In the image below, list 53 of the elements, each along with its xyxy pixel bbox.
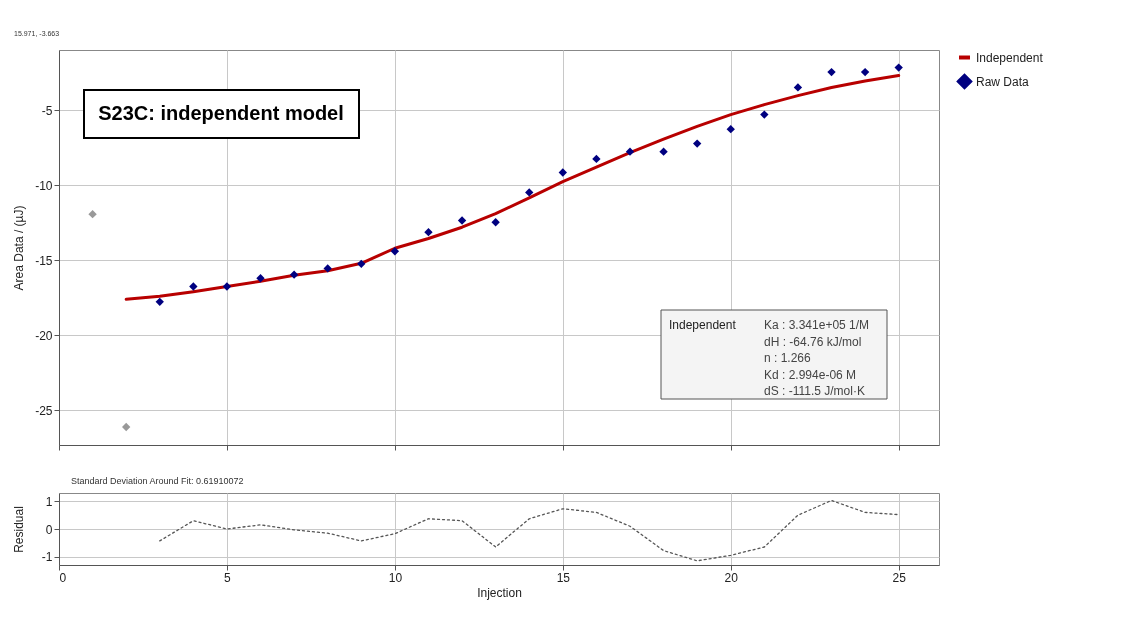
y-tick-label: -1 [41,550,53,565]
point [692,139,702,148]
point [390,247,400,256]
point [827,67,836,77]
annotation: Ka : 3.341e+05 1/M [764,318,870,332]
y-tick-label: -15 [35,253,53,268]
annotation: dS : -111.5 J/mol·K [764,384,865,398]
point [625,147,635,156]
point [424,228,433,237]
legend-label: Raw Data [976,74,1030,89]
point [155,297,164,307]
point [894,63,903,72]
point [659,147,668,156]
point [88,209,97,219]
x-tick-label: 25 [892,570,907,585]
x-tick-label: 15 [556,570,571,585]
x-tick-label: 10 [388,570,403,585]
y-tick-label: -5 [41,103,53,118]
point [726,124,735,134]
point [793,83,803,92]
y-axis-title: Area Data / (µJ) [11,205,26,291]
y-tick-label: -20 [35,328,53,343]
x-tick-label: 20 [724,570,739,585]
x-tick-label: 0 [59,570,67,585]
point [558,168,567,177]
point [121,422,131,432]
annotation: Independent [669,318,737,332]
point [525,188,534,197]
line-series [159,499,900,562]
point [860,67,870,77]
point [323,264,332,273]
annotation: Kd : 2.994e-06 M [764,367,857,382]
text: S23C: independent model [98,102,344,124]
legend-label: Independent [976,50,1044,65]
y-axis-title: Residual [11,506,26,553]
y-tick-label: -10 [35,178,53,193]
text: Standard Deviation Around Fit: 0.61910072 [71,476,244,486]
x-axis-title: Injection [477,585,522,600]
point [491,218,500,227]
y-tick-label: -25 [35,403,53,418]
point [760,110,769,119]
annotation: n : 1.266 [764,351,812,365]
y-tick-label: 1 [45,494,53,509]
point [289,270,299,279]
point [189,282,198,291]
point [222,282,232,291]
annotation: dH : -64.76 kJ/mol [764,334,862,349]
point [457,216,467,225]
point [592,154,601,164]
point [256,274,265,283]
y-tick-label: 0 [45,522,53,537]
x-tick-label: 5 [224,570,232,585]
point [357,259,366,269]
